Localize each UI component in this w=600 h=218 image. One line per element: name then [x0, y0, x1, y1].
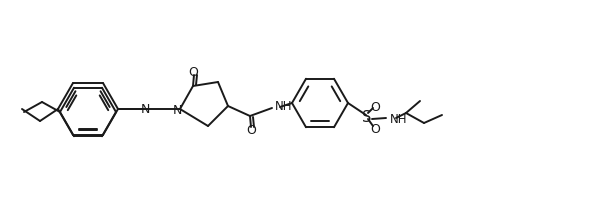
- Text: NH: NH: [390, 112, 407, 126]
- Text: N: N: [140, 102, 149, 116]
- Text: O: O: [370, 123, 380, 136]
- Text: N: N: [172, 104, 182, 116]
- Text: O: O: [370, 100, 380, 114]
- Text: NH: NH: [275, 99, 293, 112]
- Text: O: O: [188, 65, 198, 78]
- Text: O: O: [246, 124, 256, 136]
- Text: S: S: [362, 109, 371, 124]
